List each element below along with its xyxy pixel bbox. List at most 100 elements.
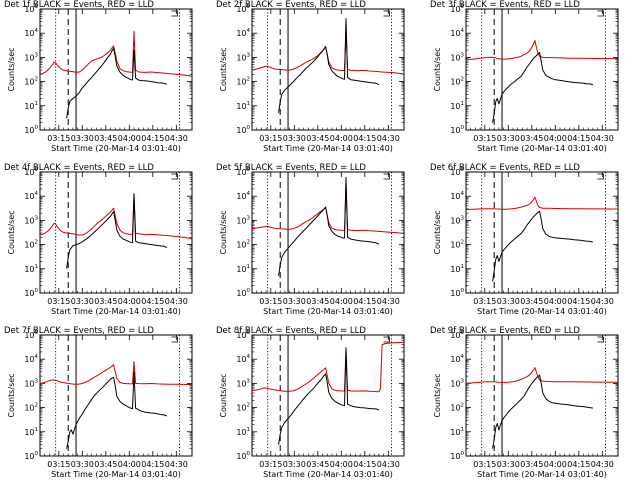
y-tick-base: 10 bbox=[236, 216, 246, 225]
x-tick-label: 04:30 bbox=[165, 134, 188, 143]
x-tick-label: 03:15 bbox=[473, 460, 496, 469]
plot-frame bbox=[465, 8, 619, 131]
y-tick-base: 10 bbox=[450, 265, 460, 274]
x-tick-label: 04:30 bbox=[165, 460, 188, 469]
x-tick-label: 03:15 bbox=[47, 460, 70, 469]
events-series-line bbox=[492, 210, 593, 282]
y-axis-label: Counts/sec bbox=[7, 47, 16, 91]
y-tick-label: 100 bbox=[236, 125, 250, 135]
panel-title: Det 1f BLACK = Events, RED = LLD bbox=[4, 0, 154, 10]
y-tick-exponent: 3 bbox=[247, 215, 251, 221]
y-tick-base: 10 bbox=[236, 5, 246, 14]
y-tick-base: 10 bbox=[236, 192, 246, 201]
y-tick-base: 10 bbox=[450, 29, 460, 38]
y-tick-exponent: 5 bbox=[247, 4, 251, 10]
y-tick-exponent: 2 bbox=[461, 403, 465, 409]
y-tick-label: 102 bbox=[450, 240, 464, 250]
x-tick-label: 03:30 bbox=[283, 297, 306, 306]
x-tick-label: 04:15 bbox=[141, 297, 164, 306]
y-tick-label: 103 bbox=[450, 215, 464, 225]
x-tick-label: 04:15 bbox=[141, 134, 164, 143]
y-tick-label: 104 bbox=[450, 191, 464, 201]
y-tick-base: 10 bbox=[24, 404, 34, 413]
y-tick-exponent: 5 bbox=[35, 167, 39, 173]
y-tick-base: 10 bbox=[236, 29, 246, 38]
y-tick-label: 105 bbox=[24, 330, 38, 340]
y-tick-base: 10 bbox=[24, 428, 34, 437]
y-tick-exponent: 5 bbox=[461, 330, 465, 336]
y-tick-label: 103 bbox=[24, 215, 38, 225]
plot-frame bbox=[251, 171, 405, 294]
y-tick-label: 103 bbox=[24, 378, 38, 388]
y-tick-base: 10 bbox=[24, 289, 34, 298]
y-tick-label: 101 bbox=[450, 101, 464, 111]
y-tick-exponent: 4 bbox=[247, 354, 251, 360]
y-tick-label: 104 bbox=[24, 191, 38, 201]
x-axis-label: Start Time (20-Mar-14 03:01:40) bbox=[477, 307, 607, 316]
x-tick-label: 03:15 bbox=[259, 297, 282, 306]
y-tick-exponent: 5 bbox=[35, 330, 39, 336]
y-tick-base: 10 bbox=[450, 216, 460, 225]
y-tick-base: 10 bbox=[24, 192, 34, 201]
x-axis-label: Start Time (20-Mar-14 03:01:40) bbox=[263, 307, 393, 316]
x-tick-label: 04:15 bbox=[567, 297, 590, 306]
y-tick-base: 10 bbox=[236, 404, 246, 413]
y-tick-exponent: 1 bbox=[461, 101, 465, 107]
x-tick-label: 04:15 bbox=[353, 134, 376, 143]
y-tick-exponent: 1 bbox=[247, 427, 251, 433]
y-tick-label: 101 bbox=[450, 264, 464, 274]
x-tick-label: 04:00 bbox=[544, 297, 567, 306]
y-tick-base: 10 bbox=[236, 265, 246, 274]
corner-marker bbox=[171, 336, 178, 343]
panel-det-5: Det 5f BLACK = Events, RED = LLD10010110… bbox=[216, 163, 405, 316]
y-tick-exponent: 1 bbox=[35, 101, 39, 107]
y-tick-exponent: 0 bbox=[247, 288, 251, 294]
lld-series-line bbox=[465, 367, 619, 384]
x-tick-label: 03:45 bbox=[306, 460, 329, 469]
y-tick-label: 103 bbox=[24, 52, 38, 62]
x-tick-label: 04:30 bbox=[591, 460, 614, 469]
lld-series-line bbox=[251, 184, 405, 235]
y-tick-exponent: 0 bbox=[35, 451, 39, 457]
y-tick-base: 10 bbox=[236, 452, 246, 461]
x-tick-label: 03:15 bbox=[259, 134, 282, 143]
y-tick-exponent: 4 bbox=[247, 191, 251, 197]
y-tick-exponent: 1 bbox=[35, 264, 39, 270]
y-tick-label: 104 bbox=[450, 28, 464, 38]
lld-series-line bbox=[465, 40, 619, 61]
y-axis-label: Counts/sec bbox=[7, 373, 16, 417]
events-series-line bbox=[492, 52, 594, 123]
y-tick-exponent: 3 bbox=[247, 52, 251, 58]
y-tick-base: 10 bbox=[236, 428, 246, 437]
x-tick-label: 04:00 bbox=[118, 460, 141, 469]
y-tick-base: 10 bbox=[236, 331, 246, 340]
x-tick-label: 04:30 bbox=[591, 134, 614, 143]
x-axis-label: Start Time (20-Mar-14 03:01:40) bbox=[263, 470, 393, 479]
y-tick-label: 105 bbox=[236, 167, 250, 177]
y-tick-label: 104 bbox=[236, 354, 250, 364]
y-tick-base: 10 bbox=[450, 355, 460, 364]
y-tick-exponent: 3 bbox=[247, 378, 251, 384]
panel-title: Det 6f BLACK = Events, RED = LLD bbox=[430, 163, 580, 173]
x-axis-label: Start Time (20-Mar-14 03:01:40) bbox=[51, 144, 181, 153]
y-tick-exponent: 1 bbox=[461, 427, 465, 433]
panel-det-6: Det 6f BLACK = Events, RED = LLD10010110… bbox=[430, 163, 619, 316]
x-tick-label: 03:15 bbox=[473, 297, 496, 306]
x-axis-label: Start Time (20-Mar-14 03:01:40) bbox=[477, 144, 607, 153]
x-tick-label: 03:45 bbox=[94, 297, 117, 306]
x-axis-label: Start Time (20-Mar-14 03:01:40) bbox=[263, 144, 393, 153]
lld-series-line bbox=[39, 192, 193, 240]
y-tick-exponent: 5 bbox=[247, 330, 251, 336]
y-tick-label: 100 bbox=[236, 288, 250, 298]
corner-marker bbox=[383, 10, 390, 17]
y-tick-exponent: 5 bbox=[247, 167, 251, 173]
y-tick-label: 105 bbox=[236, 330, 250, 340]
y-axis-label: Counts/sec bbox=[433, 47, 442, 91]
panel-title: Det 9f BLACK = Events, RED = LLD bbox=[430, 326, 580, 336]
y-tick-exponent: 1 bbox=[35, 427, 39, 433]
x-tick-label: 03:15 bbox=[47, 297, 70, 306]
y-axis-label: Counts/sec bbox=[7, 210, 16, 254]
y-tick-exponent: 4 bbox=[461, 28, 465, 34]
y-tick-label: 102 bbox=[236, 77, 250, 87]
